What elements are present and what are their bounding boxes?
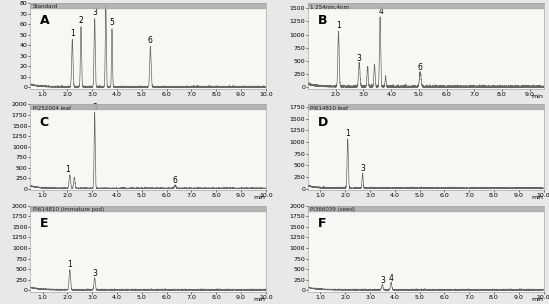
- Text: 4: 4: [389, 274, 394, 283]
- Text: 1: 1: [65, 165, 70, 174]
- Text: 3: 3: [357, 54, 362, 63]
- Text: 3: 3: [380, 276, 385, 285]
- Text: min: min: [531, 195, 544, 200]
- Text: 3: 3: [360, 164, 365, 173]
- Text: 1: 1: [70, 29, 75, 38]
- Text: 2: 2: [79, 16, 83, 25]
- Bar: [30, 3, 266, 8]
- Bar: [308, 3, 544, 8]
- Text: A: A: [40, 14, 49, 27]
- Text: Standard: Standard: [32, 4, 58, 9]
- Bar: [30, 105, 266, 109]
- Bar: [30, 206, 266, 211]
- Text: 4: 4: [379, 7, 384, 16]
- Text: D: D: [317, 116, 328, 129]
- Text: min: min: [254, 297, 266, 302]
- Text: 3: 3: [92, 103, 97, 112]
- Text: C: C: [40, 116, 49, 129]
- Text: PI614810 leaf: PI614810 leaf: [310, 106, 349, 111]
- Text: 1: 1: [345, 129, 350, 138]
- Text: B: B: [317, 14, 327, 27]
- Text: min: min: [254, 195, 266, 200]
- Text: 1: 1: [68, 260, 72, 269]
- Bar: [308, 206, 544, 211]
- Text: 5: 5: [110, 18, 114, 27]
- Text: min: min: [531, 297, 544, 302]
- Text: PI252004 leaf: PI252004 leaf: [32, 106, 71, 111]
- Text: 1: 1: [336, 21, 341, 30]
- Text: min: min: [531, 94, 544, 99]
- Text: PI366039 (seed): PI366039 (seed): [310, 207, 355, 212]
- Text: F: F: [317, 217, 326, 230]
- Text: 1 254nm,4nm: 1 254nm,4nm: [310, 4, 349, 9]
- Text: 3: 3: [92, 8, 97, 17]
- Text: PI614810 (immature pod): PI614810 (immature pod): [32, 207, 104, 212]
- Bar: [308, 105, 544, 109]
- Text: 3: 3: [92, 269, 97, 278]
- Text: 6: 6: [148, 36, 153, 45]
- Text: 6: 6: [418, 63, 423, 72]
- Text: 6: 6: [173, 176, 178, 185]
- Text: E: E: [40, 217, 48, 230]
